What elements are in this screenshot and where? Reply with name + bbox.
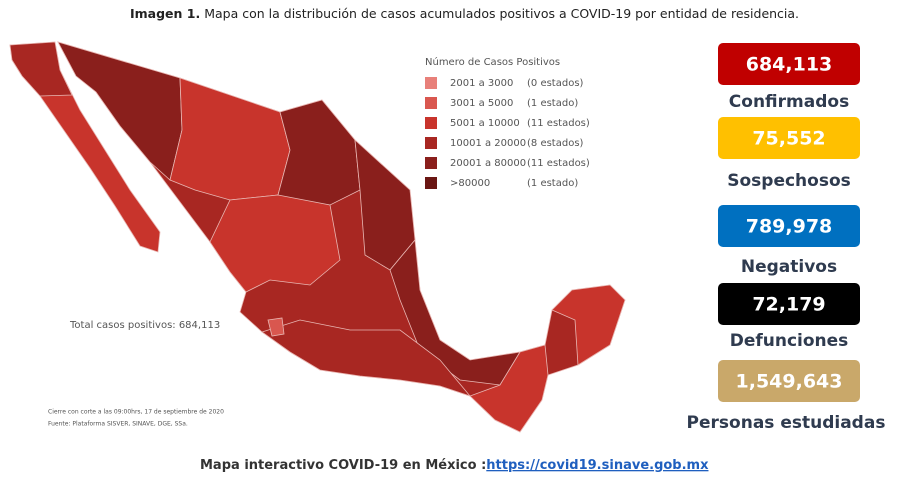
legend-range: 10001 a 20000 [450, 138, 526, 149]
legend-count: (0 estados) [527, 78, 584, 89]
legend-count: (11 estados) [527, 158, 590, 169]
coahuila [277, 99, 361, 206]
footer: Mapa interactivo COVID-19 en México :htt… [200, 458, 709, 473]
title-text: Mapa con la distribución de casos acumul… [204, 6, 799, 21]
footer-text: Mapa interactivo COVID-19 en México : [200, 458, 486, 473]
footer-link[interactable]: https://covid19.sinave.gob.mx [486, 458, 709, 473]
stats: 684,113 Confirmados 75,552 Sospechosos 789,9… [687, 43, 886, 433]
legend-count: (1 estado) [527, 178, 578, 189]
legend-range: >80000 [450, 178, 490, 189]
stat-value: 684,113 [746, 54, 833, 76]
legend-range: 5001 a 10000 [450, 118, 520, 129]
title: Imagen 1. Mapa con la distribución de cas… [130, 6, 799, 21]
yucatan [551, 284, 626, 366]
legend-range: 2001 a 3000 [450, 78, 513, 89]
colima [267, 317, 285, 337]
stat-value: 789,978 [746, 216, 833, 238]
note: Fuente: Plataforma SISVER, SINAVE, DGE, … [48, 421, 188, 428]
stat-label: Sospechosos [727, 171, 851, 191]
legend-range: 20001 a 80000 [450, 158, 526, 169]
chihuahua [169, 77, 291, 201]
stat-value: 1,549,643 [736, 371, 843, 393]
legend-count: (8 estados) [527, 138, 584, 149]
stat-box [718, 283, 860, 325]
legend-swatch [425, 157, 437, 169]
total-cases: Total casos positivos: 684,113 [69, 320, 220, 331]
legend-swatch [425, 177, 437, 189]
stat-label: Negativos [741, 257, 837, 277]
legend-swatch [425, 77, 437, 89]
south [261, 319, 472, 397]
legend-title: Número de Casos Positivos [425, 56, 560, 68]
stat-value: 75,552 [752, 128, 825, 150]
stat-box [718, 205, 860, 247]
stat-label: Defunciones [730, 331, 849, 351]
map [9, 41, 626, 433]
stat-label: Confirmados [729, 92, 849, 112]
stat-label: Personas estudiadas [687, 413, 886, 433]
legend: 2001 a 3000 (0 estados) 3001 a 5000 (1 esta… [425, 77, 590, 189]
stat-value: 72,179 [752, 294, 825, 316]
stat-box [718, 117, 860, 159]
legend-swatch [425, 97, 437, 109]
legend-swatch [425, 137, 437, 149]
title-label: Imagen 1. [130, 6, 200, 21]
center [209, 194, 341, 293]
legend-range: 3001 a 5000 [450, 98, 513, 109]
chiapas [469, 344, 549, 433]
stat-box [718, 360, 860, 402]
baja-north [9, 41, 73, 97]
legend-count: (1 estado) [527, 98, 578, 109]
stat-box [718, 43, 860, 85]
legend-swatch [425, 117, 437, 129]
legend-count: (11 estados) [527, 118, 590, 129]
note: Cierre con corte a las 09:00hrs, 17 de s… [48, 409, 224, 416]
